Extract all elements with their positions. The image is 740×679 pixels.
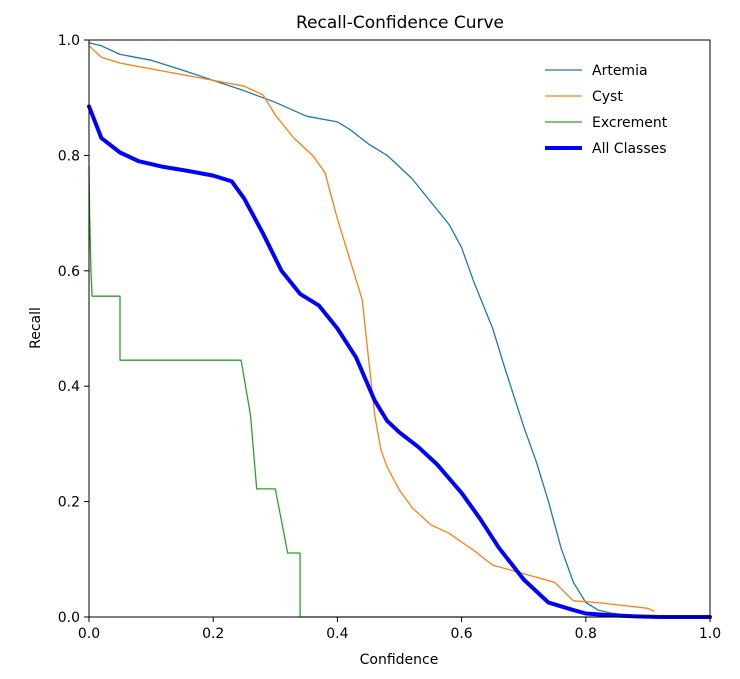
x-tick-label: 0.4 bbox=[326, 626, 348, 642]
legend-label-artemia: Artemia bbox=[592, 63, 648, 79]
series-layer bbox=[87, 42, 712, 619]
y-tick-label: 0.0 bbox=[58, 610, 80, 626]
y-tick-label: 0.4 bbox=[58, 379, 80, 395]
series-line-artemia bbox=[88, 42, 711, 618]
x-tick-label: 0.2 bbox=[202, 626, 224, 642]
legend: Artemia Cyst Excrement All Classes bbox=[545, 63, 668, 157]
x-axis-label: Confidence bbox=[360, 652, 439, 668]
series-line-cyst bbox=[88, 45, 655, 612]
legend-label-cyst: Cyst bbox=[592, 89, 623, 105]
legend-label-excrement: Excrement bbox=[592, 115, 668, 131]
legend-label-all-classes: All Classes bbox=[592, 141, 667, 157]
plot-frame bbox=[88, 39, 711, 618]
y-tick-label: 0.2 bbox=[58, 495, 80, 511]
series-line-all-classes bbox=[87, 104, 712, 619]
y-tick-label: 1.0 bbox=[58, 33, 80, 49]
x-axis: 0.0 0.2 0.4 0.6 0.8 1.0 bbox=[78, 617, 721, 642]
x-tick-label: 1.0 bbox=[699, 626, 721, 642]
x-tick-label: 0.8 bbox=[575, 626, 597, 642]
chart-title: Recall-Confidence Curve bbox=[296, 13, 504, 33]
y-tick-label: 0.8 bbox=[58, 148, 80, 164]
y-axis-label: Recall bbox=[28, 307, 44, 349]
y-tick-label: 0.6 bbox=[58, 264, 80, 280]
x-tick-label: 0.0 bbox=[78, 626, 100, 642]
x-tick-label: 0.6 bbox=[450, 626, 472, 642]
series-line-excrement bbox=[88, 166, 711, 618]
y-axis: 0.0 0.2 0.4 0.6 0.8 1.0 bbox=[58, 33, 89, 626]
